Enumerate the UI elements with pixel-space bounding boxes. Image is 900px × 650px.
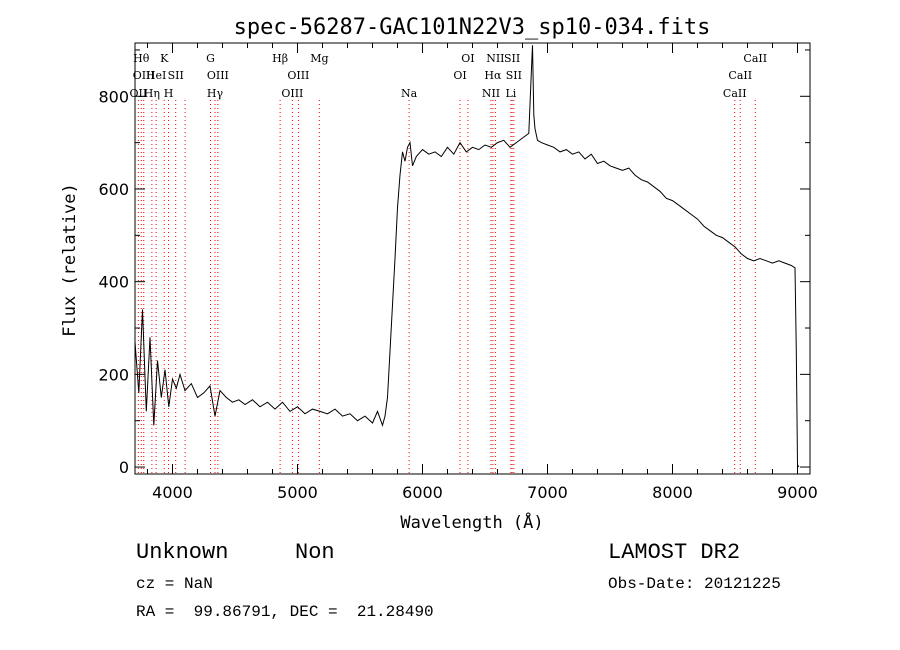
marker-label: NII	[482, 87, 500, 100]
radec-label: RA = 99.86791, DEC = 21.28490	[136, 603, 434, 621]
y-tick-label: 200	[98, 365, 129, 384]
marker-label: OIII	[133, 69, 155, 82]
marker-label: Hθ	[133, 52, 150, 65]
marker-label: CaII	[728, 69, 752, 82]
marker-label: Li	[505, 87, 516, 100]
marker-label: CaII	[723, 87, 747, 100]
marker-label: K	[160, 52, 169, 65]
marker-label: OI	[461, 52, 474, 65]
y-tick-label: 400	[98, 273, 129, 292]
survey-label: LAMOST DR2	[608, 540, 741, 565]
marker-label: NII	[486, 52, 504, 65]
y-tick-label: 0	[119, 458, 129, 477]
x-tick-label: 6000	[402, 483, 443, 502]
marker-label: Hα	[484, 69, 502, 82]
spectrum-line	[134, 45, 800, 468]
subclass-label: Non	[295, 540, 335, 565]
x-tick-label: 9000	[777, 483, 818, 502]
marker-label: Hγ	[207, 87, 224, 100]
marker-label: Mg	[310, 52, 328, 65]
marker-label: Hη	[144, 87, 160, 100]
marker-label: HeI	[146, 69, 166, 82]
y-tick-label: 800	[98, 87, 129, 106]
marker-label: OI	[453, 69, 466, 82]
marker-label: Hβ	[272, 52, 288, 65]
x-tick-label: 7000	[527, 483, 568, 502]
plot-axes: 4000 5000 6000 7000 8000 9000 0 200 400 600 800	[98, 42, 818, 502]
chart-title: spec-56287-GAC101N22V3_sp10-034.fits	[234, 15, 711, 40]
x-tick-label: 8000	[652, 483, 693, 502]
marker-label: OIII	[207, 69, 229, 82]
marker-label: Na	[401, 87, 418, 100]
class-label: Unknown	[136, 540, 229, 565]
marker-label: SII	[506, 69, 522, 82]
plot-frame	[134, 42, 811, 475]
marker-label: H	[164, 87, 174, 100]
obsdate-label: Obs-Date: 20121225	[608, 575, 781, 593]
y-axis-label: Flux (relative)	[60, 183, 80, 337]
marker-label: OIII	[281, 87, 303, 100]
cz-label: cz = NaN	[136, 575, 213, 593]
x-tick-label: 5000	[277, 483, 318, 502]
marker-label: CaII	[743, 52, 767, 65]
marker-label: SII	[168, 69, 184, 82]
marker-label: G	[206, 52, 215, 65]
y-tick-label: 600	[98, 180, 129, 199]
marker-label: SII	[504, 52, 520, 65]
marker-label: OIII	[287, 69, 309, 82]
x-tick-label: 4000	[152, 483, 193, 502]
x-axis-label: Wavelength (Å)	[400, 511, 543, 533]
line-markers: OIIHθOIIIHηHeIKHSIIGHγOIIIHβOIIIOIIIMgNa…	[130, 52, 767, 474]
